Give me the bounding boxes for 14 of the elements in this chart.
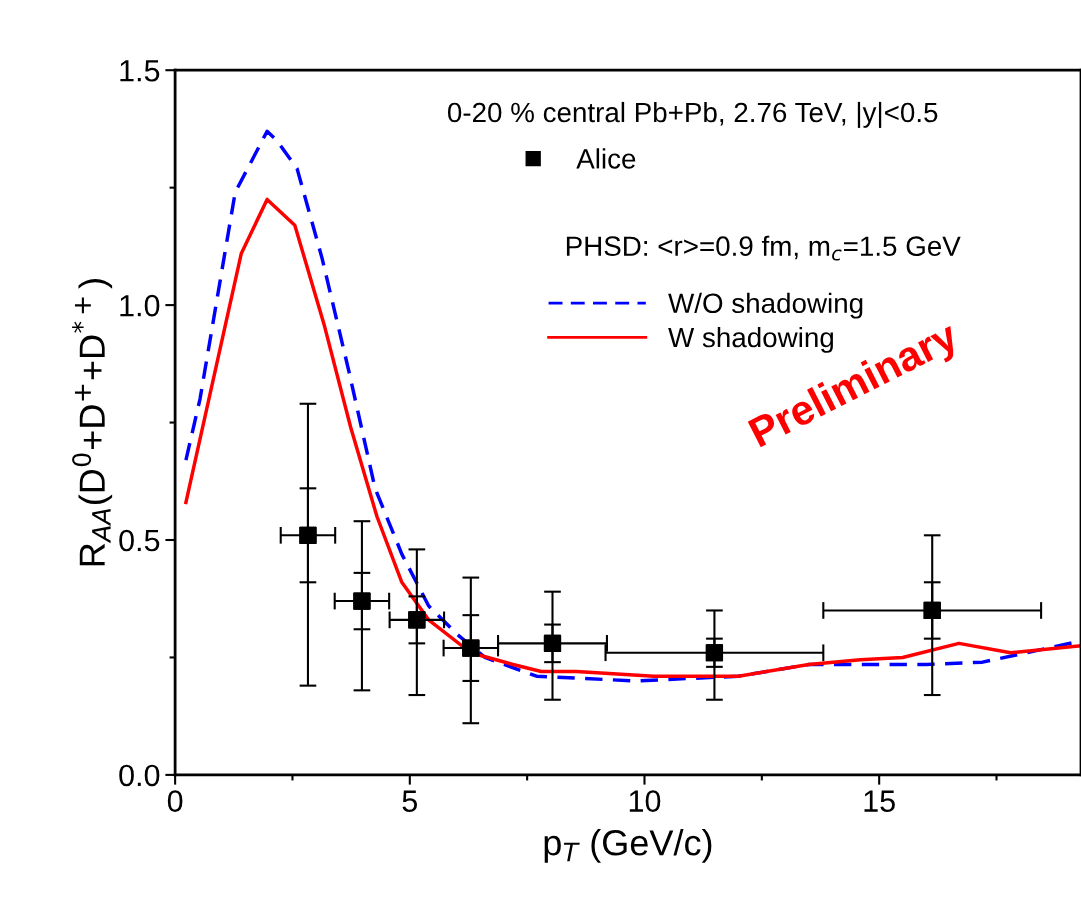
annotation: 0-20 % central Pb+Pb, 2.76 TeV, |y|<0.5	[447, 101, 938, 128]
x-axis-title: p$_{T}$ (GeV/c)	[544, 829, 712, 863]
y-tick-label: 1.0	[120, 294, 160, 317]
text: R$_{AA}$(D$^{0}$+D$^{+}$+D$^{*+}$)	[72, 279, 113, 566]
x-tick-label: 0	[167, 790, 183, 812]
x-tick-label: 15	[864, 790, 895, 812]
x-tick-label: 10	[629, 790, 661, 812]
y-tick-label: 0.0	[119, 764, 160, 787]
y-tick-label: 1.5	[120, 60, 160, 82]
y-tick-label: 0.5	[119, 529, 160, 552]
annotation: PHSD: <r>=0.9 fm, m$_{c}$=1.5 GeV	[566, 235, 961, 261]
x-tick-label: 5	[402, 790, 418, 812]
legend-label: Alice	[576, 148, 636, 169]
legend-label: W/O shadowing	[668, 292, 863, 319]
